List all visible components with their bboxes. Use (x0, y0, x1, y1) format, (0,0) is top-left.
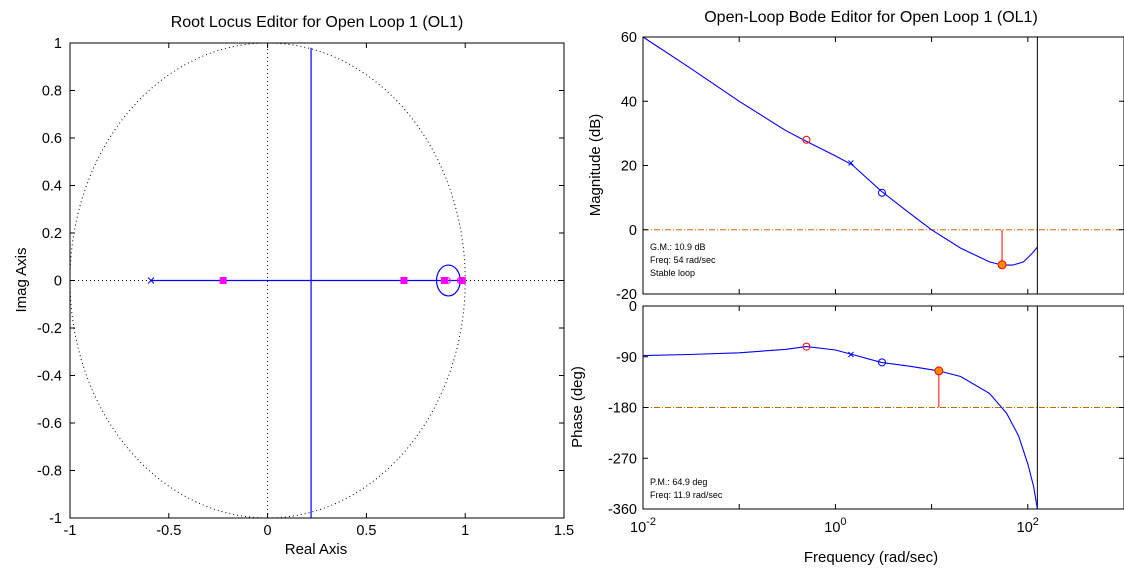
magnitude-ylabel: Magnitude (dB) (587, 114, 604, 217)
root-locus-xtick-label: -0.5 (156, 523, 181, 539)
root-locus-ytick-label: -0.4 (37, 369, 62, 385)
mag-margin-marker (997, 260, 1007, 270)
bode-editor[interactable]: Open-Loop Bode Editor for Open Loop 1 (O… (569, 9, 1124, 566)
root-locus-xtick-label: 0 (264, 523, 272, 539)
mag-ytick-label: 0 (629, 223, 637, 239)
root-locus-ytick-label: 0.4 (42, 179, 62, 195)
gain-margin-text: G.M.: 10.9 dB (650, 242, 706, 252)
root-locus-xtick-label: -1 (64, 523, 77, 539)
phase-pole-marker-0 (848, 351, 854, 358)
frequency-xtick-label: 102 (1017, 516, 1039, 536)
phase-ytick-label: -270 (608, 451, 637, 467)
mag-ytick-label: -20 (616, 287, 637, 303)
phase-margin-frequency-text: Freq: 11.9 rad/sec (650, 490, 723, 500)
root-locus-ytick-label: -0.2 (37, 321, 62, 337)
frequency-xtick-label: 100 (824, 516, 846, 536)
mag-zero-marker-1 (877, 188, 886, 197)
closed-loop-pole-2 (440, 277, 448, 284)
root-locus-ytick-label: 0.2 (42, 226, 62, 242)
root-locus-ytick-label: -0.8 (37, 464, 62, 480)
gain-margin-frequency-text: Freq: 54 rad/sec (650, 255, 716, 265)
pole-marker-0 (147, 277, 155, 284)
mag-ytick-label: 40 (621, 94, 637, 110)
root-locus-editor[interactable]: Root Locus Editor for Open Loop 1 (OL1) … (13, 14, 574, 558)
mag-ytick-label: 60 (621, 30, 637, 46)
mag-ytick-label: 20 (621, 159, 637, 175)
root-locus-xtick-label: 1.5 (554, 523, 574, 539)
root-locus-ytick-label: 0.8 (42, 84, 62, 100)
phase-ytick-label: -90 (616, 350, 637, 366)
closed-loop-pole-1 (400, 277, 408, 284)
phase-margin-text: P.M.: 64.9 deg (650, 477, 707, 487)
frequency-xtick-label: 10-2 (630, 516, 656, 536)
phase-curve (642, 346, 1038, 510)
root-locus-xtick-label: 0.5 (356, 523, 376, 539)
phase-margin-marker (934, 366, 944, 376)
root-locus-ytick-label: -0.6 (37, 416, 62, 432)
root-locus-title: Root Locus Editor for Open Loop 1 (OL1) (171, 14, 464, 31)
root-locus-ytick-label: 0.6 (42, 131, 62, 147)
root-locus-plot-area[interactable] (69, 42, 564, 519)
loop-stability-text: Stable loop (650, 268, 695, 278)
phase-margin-readout: P.M.: 64.9 deg Freq: 11.9 rad/sec (650, 477, 723, 500)
root-locus-xtick-label: 1 (461, 523, 469, 539)
magnitude-ticks: 60 40 20 0 -20 (616, 30, 1124, 303)
bode-title: Open-Loop Bode Editor for Open Loop 1 (O… (704, 9, 1038, 26)
root-locus-ytick-label: -1 (49, 511, 62, 527)
phase-zero-marker-0 (802, 342, 811, 351)
phase-zero-marker-1 (877, 358, 886, 367)
phase-ytick-label: -360 (608, 502, 637, 518)
mag-zero-marker-0 (802, 135, 811, 144)
closed-loop-pole-0 (219, 277, 227, 284)
frequency-xlabel: Frequency (rad/sec) (804, 549, 938, 566)
root-locus-ytick-label: 1 (54, 36, 62, 52)
phase-ytick-label: 0 (629, 299, 637, 315)
mag-curve (642, 36, 1038, 266)
gain-margin-readout: G.M.: 10.9 dB Freq: 54 rad/sec Stable lo… (650, 242, 716, 278)
root-locus-ticks: -1 -0.5 0 0.5 1 1.5 1 0.8 0.6 0.4 0.2 0 -0.2 -0.4 -0.6… (37, 36, 574, 539)
phase-ytick-label: -180 (608, 401, 637, 417)
phase-ylabel: Phase (deg) (569, 366, 586, 448)
root-locus-ytick-label: 0 (54, 274, 62, 290)
closed-loop-pole-3 (458, 277, 466, 284)
magnitude-plot-area[interactable] (642, 36, 1124, 294)
root-locus-ylabel: Imag Axis (13, 247, 30, 312)
phase-plot-area[interactable] (642, 306, 1124, 510)
root-locus-xlabel: Real Axis (285, 541, 348, 558)
mag-pole-marker-0 (848, 160, 854, 166)
